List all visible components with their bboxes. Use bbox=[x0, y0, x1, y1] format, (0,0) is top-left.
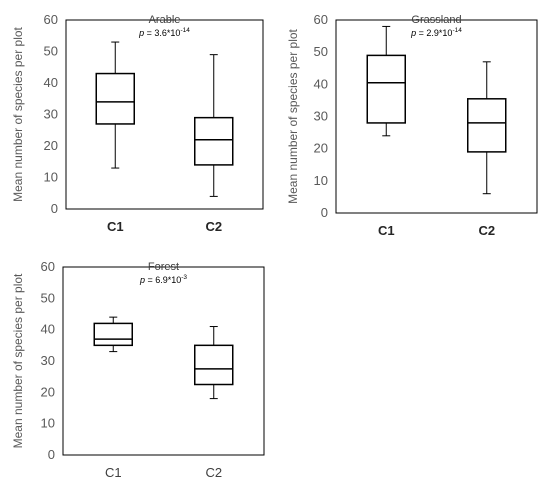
x-category-label: C2 bbox=[205, 219, 222, 234]
y-tick-label: 30 bbox=[44, 107, 58, 122]
chart-svg-arable: 0 10 20 30 40 50 60 Mean number of species per … bbox=[11, 12, 264, 234]
y-tick-label: 20 bbox=[41, 384, 55, 399]
chart-svg-grassland: 0 10 20 30 40 50 60 Mean number of species per … bbox=[286, 12, 538, 238]
chart-svg-forest: 0 10 20 30 40 50 60 Mean number of species per … bbox=[11, 259, 265, 480]
y-tick-label: 0 bbox=[48, 447, 55, 462]
x-category-label: C1 bbox=[378, 223, 395, 238]
chart-title: Grassland bbox=[411, 14, 461, 26]
box-c1 bbox=[95, 41, 135, 169]
x-category-label: C2 bbox=[205, 465, 222, 480]
x-category-label: C2 bbox=[478, 223, 495, 238]
chart-panel-forest: 0 10 20 30 40 50 60 Mean number of species per … bbox=[0, 245, 275, 485]
y-tick-label: 40 bbox=[41, 322, 55, 337]
y-tick-label: 0 bbox=[51, 201, 58, 216]
chart-title: Arable bbox=[149, 14, 181, 26]
x-category-label: C1 bbox=[105, 465, 122, 480]
box-iqr bbox=[467, 98, 507, 153]
y-tick-label: 50 bbox=[41, 290, 55, 305]
x-category-label: C1 bbox=[107, 219, 124, 234]
y-tick-label: 0 bbox=[321, 205, 328, 220]
y-tick-label: 30 bbox=[314, 109, 328, 124]
y-axis-label: Mean number of species per plot bbox=[286, 28, 300, 203]
box-iqr bbox=[95, 72, 135, 125]
y-tick-label: 40 bbox=[44, 75, 58, 90]
p-value-annotation: p = 2.9*10-14 bbox=[410, 27, 462, 38]
y-tick-label: 10 bbox=[41, 416, 55, 431]
box-iqr bbox=[93, 322, 133, 347]
box-c1 bbox=[366, 25, 406, 137]
plot-frame bbox=[65, 19, 264, 210]
y-axis-label: Mean number of species per plot bbox=[11, 273, 25, 448]
box-iqr bbox=[366, 54, 406, 124]
y-tick-label: 10 bbox=[44, 170, 58, 185]
chart-panel-arable: 0 10 20 30 40 50 60 Mean number of species per … bbox=[0, 0, 275, 240]
y-axis-label: Mean number of species per plot bbox=[11, 26, 25, 201]
chart-panel-grassland: 0 10 20 30 40 50 60 Mean number of species per … bbox=[275, 0, 550, 240]
box-c2 bbox=[467, 61, 507, 195]
y-tick-label: 50 bbox=[44, 44, 58, 59]
plot-frame bbox=[335, 19, 538, 214]
y-tick-label: 50 bbox=[314, 44, 328, 59]
box-c2 bbox=[194, 54, 234, 197]
box-c2 bbox=[194, 326, 234, 400]
y-tick-label: 60 bbox=[314, 12, 328, 27]
chart-title: Forest bbox=[148, 261, 179, 273]
box-iqr bbox=[194, 116, 234, 166]
y-tick-label: 60 bbox=[44, 12, 58, 27]
y-tick-label: 40 bbox=[314, 76, 328, 91]
box-c1 bbox=[93, 316, 133, 353]
box-iqr bbox=[194, 344, 234, 386]
y-tick-label: 20 bbox=[44, 138, 58, 153]
y-tick-label: 20 bbox=[314, 141, 328, 156]
p-value-annotation: p = 3.6*10-14 bbox=[138, 27, 190, 38]
y-tick-label: 10 bbox=[314, 173, 328, 188]
p-value-annotation: p = 6.9*10-3 bbox=[139, 274, 187, 285]
y-tick-label: 60 bbox=[41, 259, 55, 274]
y-tick-label: 30 bbox=[41, 353, 55, 368]
plot-frame bbox=[62, 266, 265, 456]
